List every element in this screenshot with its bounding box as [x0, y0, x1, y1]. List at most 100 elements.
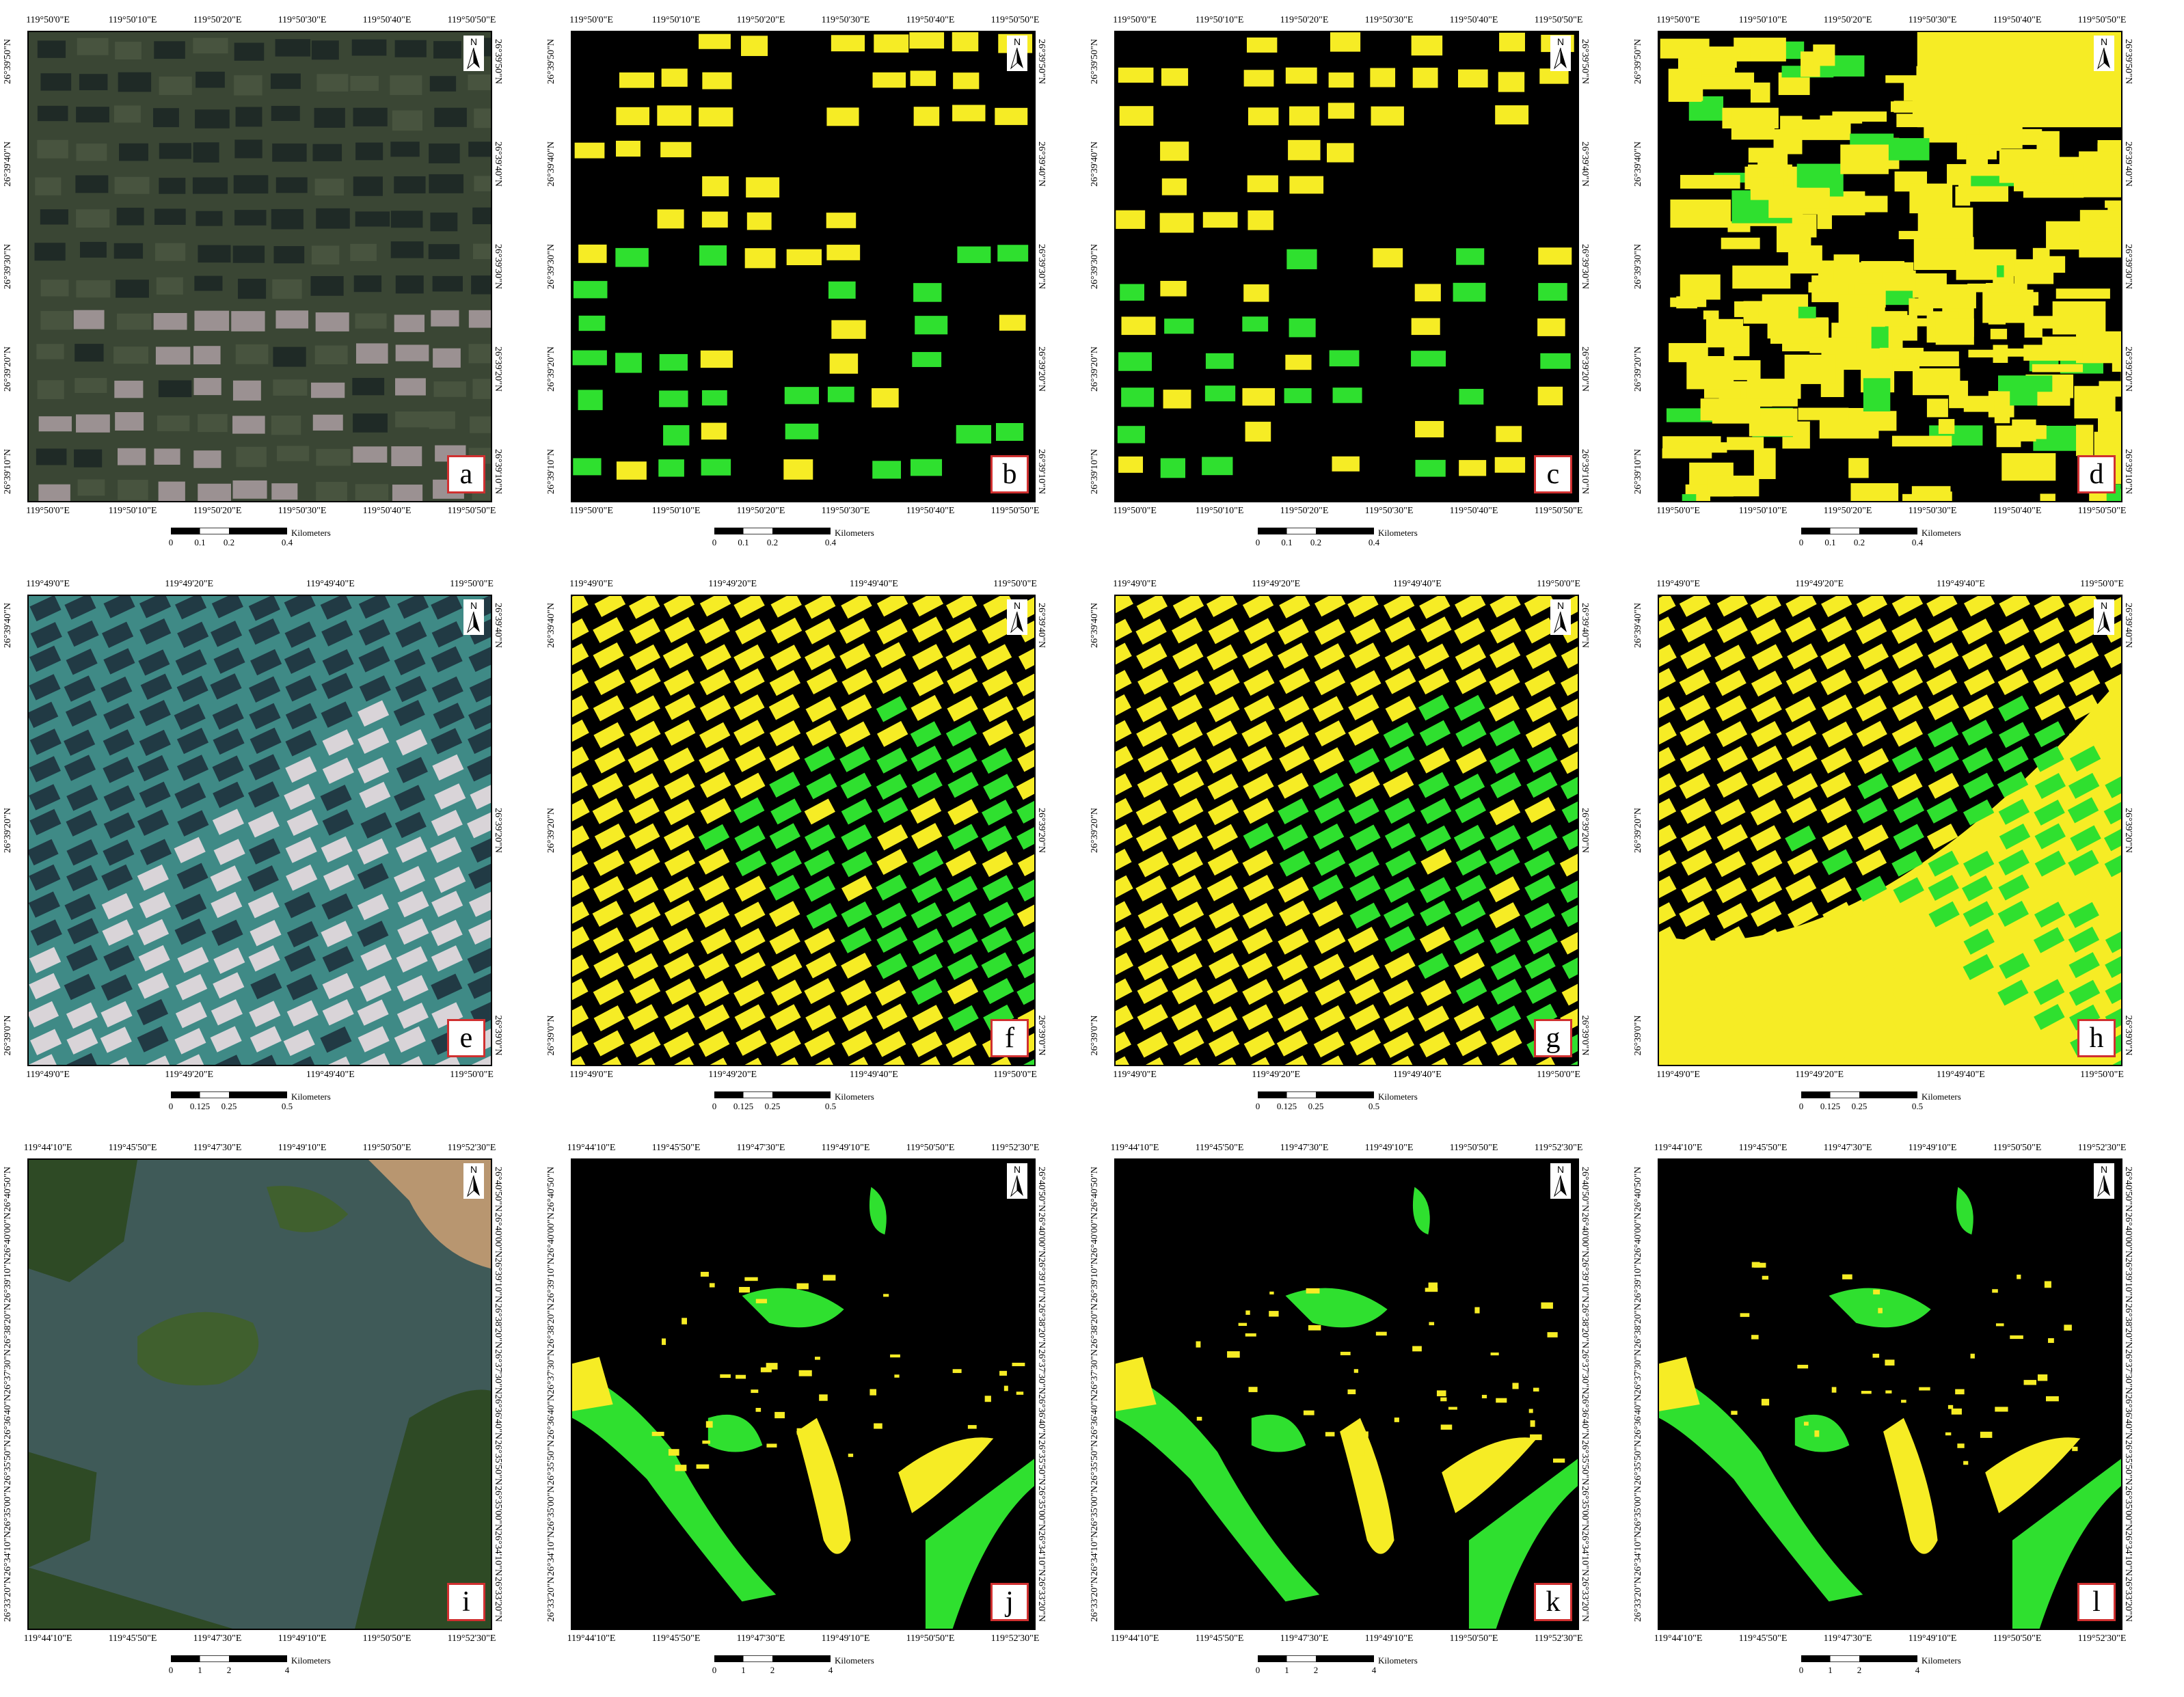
right-latitude-label: 26°39'40"N — [2123, 603, 2133, 648]
top-longitude-label: 119°50'30"E — [278, 15, 327, 25]
left-latitude-label: 26°39'0"N — [1090, 1015, 1100, 1056]
top-longitude-label: 119°49'0"E — [1113, 579, 1157, 589]
map-panel-j: 119°44'10"E 119°45'50"E 119°47'30"E 119°49'… — [543, 1135, 1063, 1681]
right-latitude-label: 26°39'50"N — [2123, 39, 2133, 84]
bottom-longitude-label: 119°45'50"E — [651, 1633, 701, 1644]
scale-tick-label: 0 — [1798, 1665, 1804, 1675]
map-panel-g: 119°49'0"E 119°49'20"E 119°49'40"E 119°50'0… — [1087, 571, 1606, 1117]
scale-tick-label: 0 — [1255, 1101, 1260, 1111]
top-longitude-label: 119°49'10"E — [1908, 1143, 1957, 1153]
scale-tick-label: 0.4 — [824, 537, 837, 547]
bottom-longitude-label: 119°50'0"E — [26, 506, 70, 516]
right-latitude-label: 26°39'20"N — [1036, 808, 1047, 853]
top-longitude-label: 119°49'20"E — [708, 579, 757, 589]
scale-bar-graphic — [1801, 528, 1917, 534]
left-latitude-label: 26°39'10"N — [1633, 449, 1643, 494]
right-latitude-label: 26°39'40"N — [493, 603, 503, 648]
panel-letter: h — [2077, 1019, 2116, 1057]
scale-tick-label: 1 — [1284, 1665, 1289, 1675]
scale-bar: Kilometers 0 0.1 0.2 0.4 — [1798, 525, 1993, 552]
scale-bar-graphic — [1801, 1655, 1917, 1662]
top-longitude-label: 119°49'10"E — [1364, 1143, 1414, 1153]
scale-bar: Kilometers 0 0.125 0.25 0.5 — [712, 1089, 906, 1116]
scale-tick-label: 0.5 — [281, 1101, 293, 1111]
scale-tick-label: 2 — [770, 1665, 775, 1675]
right-latitude-label: 26°39'40"N — [1036, 141, 1047, 187]
map-panel-l: 119°44'10"E 119°45'50"E 119°47'30"E 119°49'… — [1630, 1135, 2150, 1681]
top-longitude-label: 119°45'50"E — [1195, 1143, 1244, 1153]
top-longitude-label: 119°50'50"E — [906, 1143, 955, 1153]
panel-letter: k — [1534, 1583, 1572, 1621]
right-latitude-label: 26°39'40"N — [2123, 141, 2133, 187]
top-longitude-label: 119°50'40"E — [1993, 15, 2042, 25]
top-longitude-label: 119°44'10"E — [23, 1143, 72, 1153]
bottom-longitude-label: 119°49'40"E — [1936, 1070, 1985, 1080]
scale-tick-label: 0 — [1798, 1101, 1804, 1111]
bottom-longitude-label: 119°49'40"E — [306, 1070, 355, 1080]
left-latitude-label: 26°39'30"N — [3, 244, 13, 289]
left-latitude-label: 26°39'0"N — [3, 1015, 13, 1056]
map-image — [571, 1158, 1036, 1630]
top-longitude-label: 119°50'0"E — [2080, 579, 2124, 589]
north-arrow-icon: N — [463, 1163, 484, 1199]
map-image — [1658, 31, 2122, 502]
scale-bar-graphic — [1258, 528, 1374, 534]
top-longitude-label: 119°50'50"E — [990, 15, 1040, 25]
right-latitude-label: 26°39'40"N — [493, 141, 503, 187]
scale-unit-label: Kilometers — [291, 1655, 331, 1666]
map-panel-b: 119°50'0"E 119°50'10"E 119°50'20"E 119°50'3… — [543, 7, 1063, 554]
bottom-longitude-label: 119°50'0"E — [1656, 506, 1700, 516]
north-arrow-icon: N — [1007, 599, 1027, 635]
scale-bar-graphic — [1258, 1091, 1374, 1098]
bottom-longitude-label: 119°50'50"E — [906, 1633, 955, 1644]
bottom-longitude-label: 119°52'30"E — [1534, 1633, 1583, 1644]
bottom-longitude-label: 119°50'30"E — [1364, 506, 1414, 516]
top-longitude-label: 119°47'30"E — [736, 1143, 785, 1153]
right-latitude-label: 26°39'20"N — [2123, 808, 2133, 853]
map-panel-c: 119°50'0"E 119°50'10"E 119°50'20"E 119°50'3… — [1087, 7, 1606, 554]
left-latitude-label: 26°39'10"N — [3, 449, 13, 494]
bottom-longitude-label: 119°50'30"E — [278, 506, 327, 516]
top-longitude-label: 119°50'50"E — [1534, 15, 1583, 25]
scale-unit-label: Kilometers — [1922, 528, 1961, 538]
left-latitude-label: 26°39'20"N — [3, 347, 13, 392]
bottom-longitude-label: 119°49'0"E — [569, 1070, 613, 1080]
scale-bar-graphic — [171, 1655, 287, 1662]
right-latitude-label: 26°39'20"N — [493, 347, 503, 392]
map-image — [571, 595, 1036, 1066]
svg-text:N: N — [1557, 36, 1564, 47]
bottom-longitude-label: 119°50'10"E — [108, 506, 157, 516]
scale-tick-label: 2 — [1857, 1665, 1862, 1675]
top-longitude-label: 119°52'30"E — [990, 1143, 1040, 1153]
map-panel-f: 119°49'0"E 119°49'20"E 119°49'40"E 119°50'0… — [543, 571, 1063, 1117]
top-longitude-label: 119°52'30"E — [447, 1143, 496, 1153]
scale-tick-label: 0 — [1798, 537, 1804, 547]
left-latitude-label: 26°39'40"N — [546, 141, 556, 187]
right-latitude-label: 26°39'20"N — [1036, 347, 1047, 392]
right-latitude-label: 26°39'30"N — [1036, 244, 1047, 289]
scale-unit-label: Kilometers — [1378, 528, 1418, 538]
scale-tick-label: 0.1 — [1281, 537, 1293, 547]
top-longitude-label: 119°50'20"E — [1823, 15, 1872, 25]
bottom-longitude-label: 119°49'20"E — [1252, 1070, 1301, 1080]
left-latitude-label: 26°39'50"N — [546, 39, 556, 84]
scale-tick-label: 0.125 — [1276, 1101, 1297, 1111]
scale-bar-graphic — [171, 528, 287, 534]
scale-tick-label: 2 — [226, 1665, 232, 1675]
top-longitude-label: 119°50'50"E — [1993, 1143, 2042, 1153]
top-longitude-label: 119°49'40"E — [1936, 579, 1985, 589]
right-latitude-label: 26°33'20"N — [1580, 1577, 1590, 1622]
scale-unit-label: Kilometers — [1378, 1091, 1418, 1102]
scale-tick-label: 0.4 — [1911, 537, 1924, 547]
bottom-longitude-label: 119°49'10"E — [1364, 1633, 1414, 1644]
map-image — [27, 31, 492, 502]
map-image — [1114, 595, 1579, 1066]
scale-tick-label: 1 — [1828, 1665, 1833, 1675]
scale-tick-label: 0.2 — [1310, 537, 1322, 547]
bottom-longitude-label: 119°50'10"E — [1738, 506, 1788, 516]
left-latitude-label: 26°39'20"N — [1633, 347, 1643, 392]
top-longitude-label: 119°49'20"E — [1795, 579, 1844, 589]
scale-tick-label: 0.1 — [1824, 537, 1836, 547]
top-longitude-label: 119°50'10"E — [108, 15, 157, 25]
top-longitude-label: 119°50'40"E — [906, 15, 955, 25]
